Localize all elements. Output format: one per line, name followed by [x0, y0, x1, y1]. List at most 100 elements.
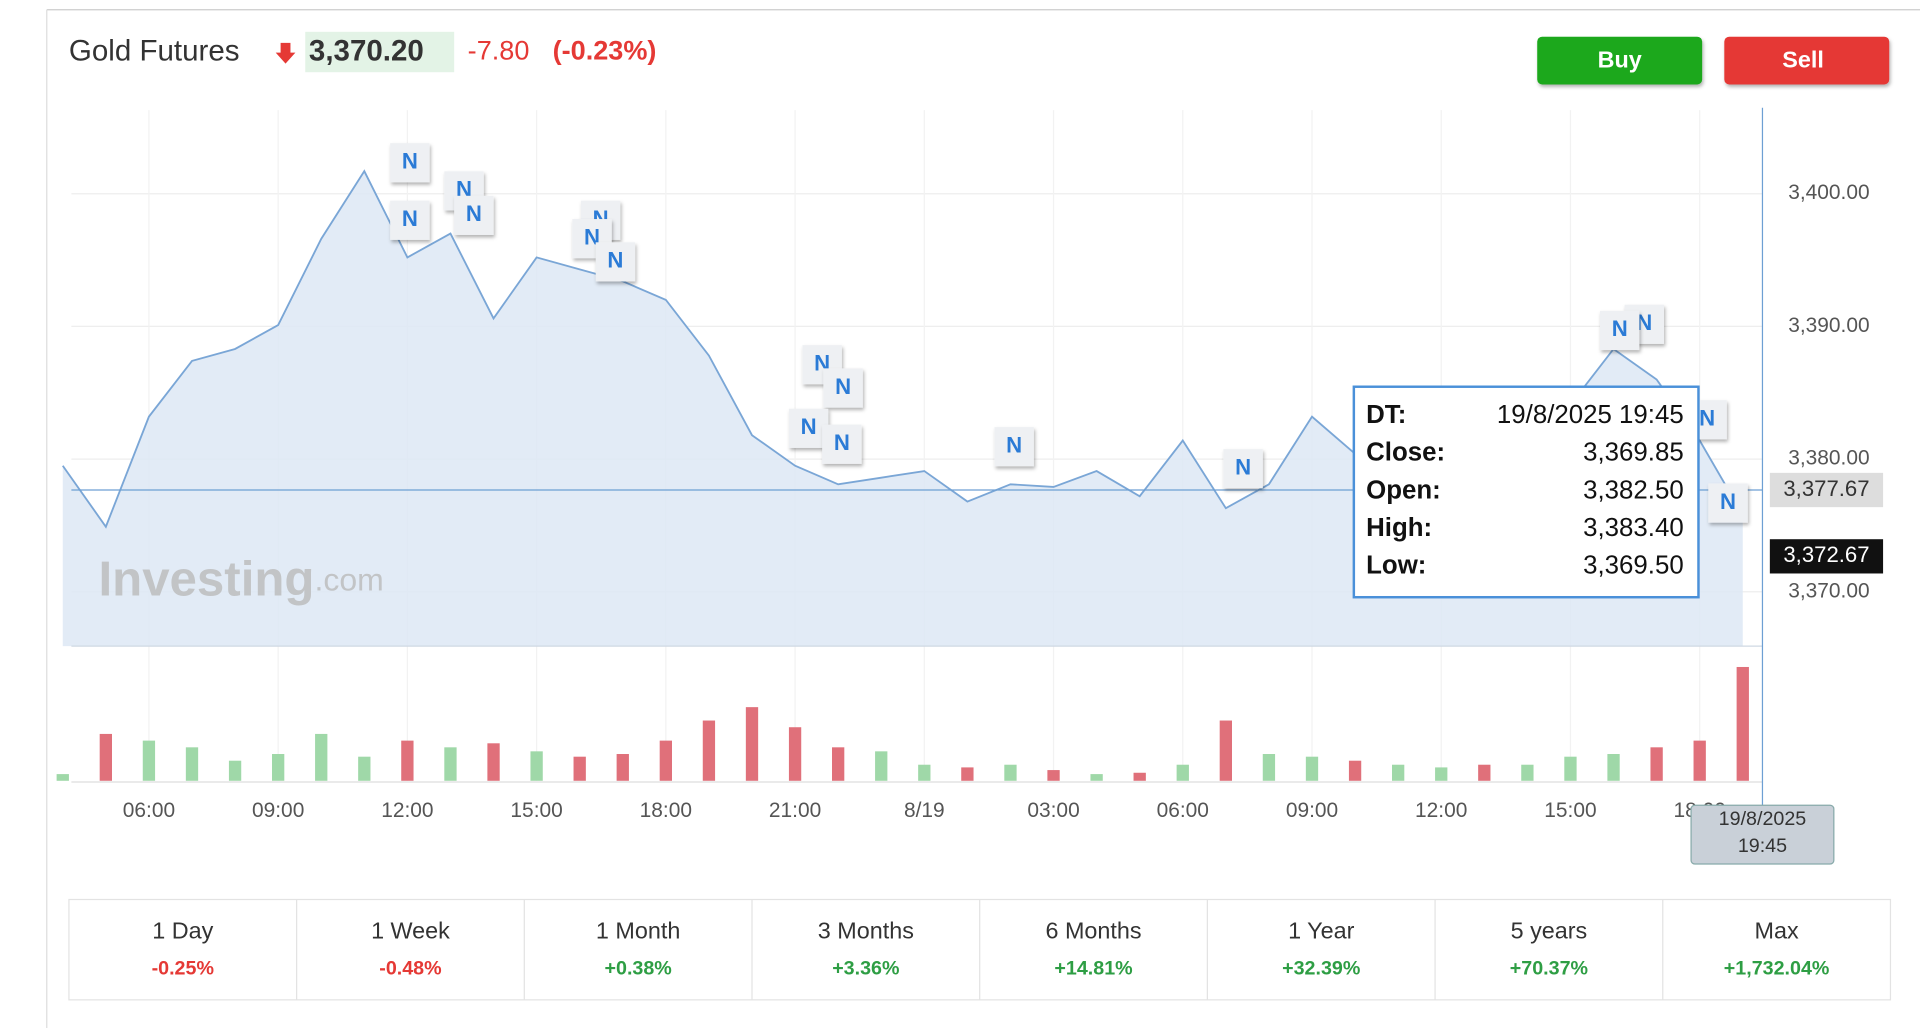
news-marker: [454, 195, 494, 235]
news-marker-label: N: [402, 149, 418, 174]
x-crosshair-label: 19:45: [1738, 835, 1787, 857]
volume-bar: [745, 707, 759, 781]
volume-bar: [788, 727, 802, 781]
tooltip-value: 3,369.85: [1583, 439, 1684, 467]
news-marker: [390, 143, 430, 183]
period-change: +1,732.04%: [1724, 957, 1830, 979]
volume-bar: [1435, 767, 1448, 781]
volume-bar: [832, 747, 845, 781]
area-fill: [62, 171, 1743, 647]
change-pct: (-0.23%): [553, 36, 657, 66]
volume-bar: [961, 767, 974, 781]
volume-bar: [1305, 756, 1319, 781]
period-label: Max: [1755, 918, 1799, 944]
tooltip-key: Low:: [1366, 552, 1426, 580]
x-tick-label: 8/19: [904, 799, 945, 822]
volume-bar: [1133, 772, 1146, 781]
price-bg: [305, 31, 455, 73]
tooltip-value: 19/8/2025 19:45: [1497, 401, 1684, 429]
y-tick-label: 3,370.00: [1788, 579, 1869, 602]
volume-bar: [1047, 770, 1060, 781]
last-price-bg: [1769, 539, 1884, 574]
volume-bar: [272, 754, 285, 781]
period-change: +3.36%: [832, 957, 899, 979]
sell-button[interactable]: [1724, 36, 1890, 85]
volume-bar: [99, 733, 112, 781]
news-marker-label: N: [1235, 455, 1251, 480]
news-marker: [788, 408, 829, 448]
period-change: -0.48%: [379, 957, 441, 979]
volume-bar: [1176, 764, 1189, 781]
period-label: 1 Month: [596, 918, 680, 944]
volume-bar: [1736, 666, 1749, 781]
tooltip-key: High:: [1366, 514, 1432, 542]
news-marker: [994, 427, 1034, 467]
period-label: 6 Months: [1045, 918, 1141, 944]
change: -7.80: [468, 36, 530, 66]
y-tick-label: 3,380.00: [1788, 447, 1869, 470]
news-marker-label: N: [801, 414, 817, 439]
news-marker-label: N: [1699, 406, 1715, 431]
x-tick-label: 06:00: [1157, 799, 1209, 822]
x-tick-label: 06:00: [123, 799, 175, 822]
watermark-suffix: .com: [315, 562, 384, 598]
title: Gold Futures: [69, 34, 240, 67]
news-marker: [1223, 449, 1263, 489]
buy-label[interactable]: Buy: [1598, 46, 1642, 72]
volume-bar: [1348, 760, 1362, 781]
volume-bar: [659, 740, 672, 781]
volume-bar: [1564, 756, 1577, 781]
x-tick-label: 12:00: [381, 799, 433, 822]
x-tick-label: 15:00: [510, 799, 562, 822]
volume-bar: [142, 740, 156, 781]
volume-bar: [1392, 764, 1405, 781]
sell-label[interactable]: Sell: [1782, 46, 1824, 72]
volume-bar: [1090, 774, 1103, 781]
period-change: -0.25%: [152, 957, 214, 979]
period-change: +32.39%: [1282, 957, 1360, 979]
news-marker: [1600, 310, 1640, 351]
last-price-label: 3,372.67: [1783, 542, 1869, 567]
news-marker-label: N: [835, 374, 851, 399]
x-crosshair-bg: [1690, 804, 1835, 865]
news-marker-label: N: [1636, 310, 1652, 335]
volume-bar: [573, 756, 586, 781]
volume-bar: [1478, 764, 1491, 781]
x-tick-label: 21:00: [769, 799, 821, 822]
news-marker-label: N: [834, 430, 850, 455]
volume-bar: [1004, 764, 1017, 781]
tooltip-key: Open:: [1366, 476, 1441, 504]
volume-bar: [1219, 720, 1232, 781]
watermark: Investing.com: [98, 553, 383, 607]
buy-button[interactable]: [1537, 36, 1703, 85]
volume-bar: [616, 754, 629, 781]
watermark-brand: Investing: [98, 553, 314, 607]
volume-bar: [185, 747, 199, 781]
crosshair-label-bg: [1769, 472, 1884, 508]
volume-bar: [1650, 747, 1663, 781]
period-label: 1 Day: [152, 918, 213, 944]
period-change: +70.37%: [1510, 957, 1588, 979]
volume-bar: [1693, 740, 1706, 781]
tooltip: [1352, 385, 1700, 599]
period-label: 1 Week: [371, 918, 450, 944]
news-marker-label: N: [607, 248, 623, 273]
x-tick-label: 09:00: [252, 799, 304, 822]
news-marker: [823, 368, 863, 408]
x-tick-label: 03:00: [1027, 799, 1079, 822]
price: 3,370.20: [309, 34, 424, 67]
down-arrow: [275, 42, 296, 64]
period-change: +14.81%: [1054, 957, 1132, 979]
period-change: +0.38%: [605, 957, 672, 979]
tooltip-value: 3,369.50: [1583, 552, 1684, 580]
x-tick-label: 12:00: [1415, 799, 1467, 822]
volume-bar: [1607, 754, 1620, 781]
news-marker-label: N: [456, 177, 472, 202]
volume-bar: [1262, 754, 1276, 781]
tooltip-value: 3,383.40: [1583, 514, 1684, 542]
news-marker: [1708, 483, 1748, 523]
period-label: 3 Months: [818, 918, 914, 944]
period-label: 1 Year: [1288, 918, 1355, 944]
